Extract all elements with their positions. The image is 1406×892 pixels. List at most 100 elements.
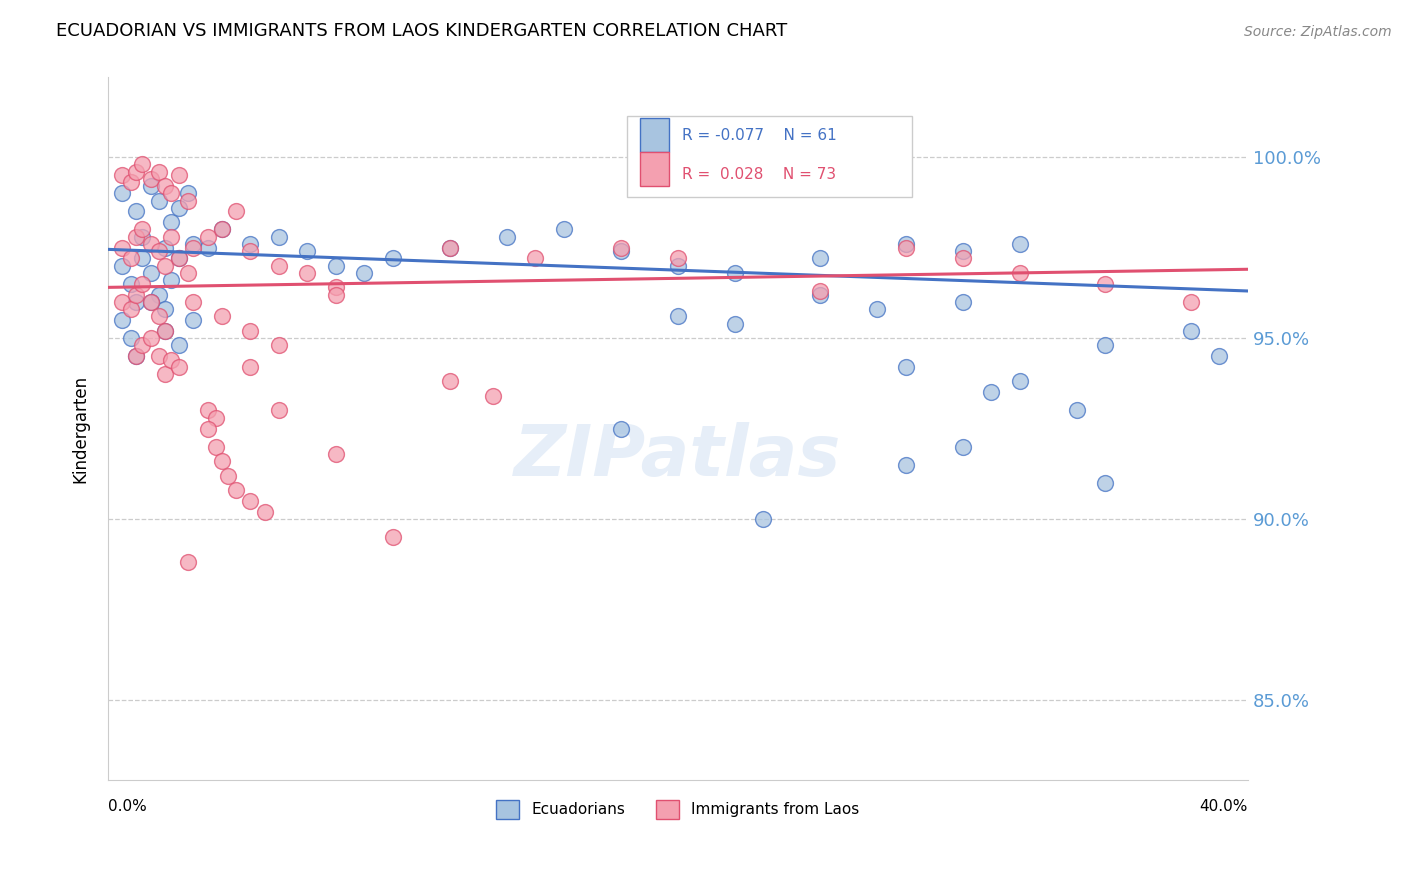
- Point: [125, 349, 148, 363]
- Point: [1008, 266, 1031, 280]
- Point: [524, 252, 547, 266]
- Point: [1180, 324, 1202, 338]
- Point: [167, 359, 190, 374]
- Point: [139, 331, 162, 345]
- Point: [225, 204, 247, 219]
- Point: [610, 421, 633, 435]
- Point: [239, 494, 262, 508]
- Point: [980, 385, 1002, 400]
- Point: [1008, 236, 1031, 251]
- Point: [496, 229, 519, 244]
- Point: [167, 201, 190, 215]
- Point: [159, 186, 181, 201]
- Point: [139, 171, 162, 186]
- Point: [167, 252, 190, 266]
- Point: [481, 389, 503, 403]
- Text: R = -0.077    N = 61: R = -0.077 N = 61: [682, 128, 837, 144]
- Point: [139, 179, 162, 194]
- Point: [325, 287, 347, 301]
- Point: [120, 252, 142, 266]
- Point: [610, 241, 633, 255]
- Point: [439, 241, 461, 255]
- Point: [952, 252, 974, 266]
- Text: Source: ZipAtlas.com: Source: ZipAtlas.com: [1244, 25, 1392, 38]
- Bar: [627, 116, 911, 197]
- Point: [894, 458, 917, 472]
- Point: [866, 302, 889, 317]
- Point: [297, 244, 319, 259]
- Point: [111, 168, 134, 182]
- Legend: Ecuadorians, Immigrants from Laos: Ecuadorians, Immigrants from Laos: [491, 794, 866, 824]
- Point: [111, 241, 134, 255]
- Point: [131, 252, 153, 266]
- Point: [952, 244, 974, 259]
- Point: [439, 241, 461, 255]
- Point: [267, 338, 290, 352]
- Point: [183, 241, 205, 255]
- Text: ECUADORIAN VS IMMIGRANTS FROM LAOS KINDERGARTEN CORRELATION CHART: ECUADORIAN VS IMMIGRANTS FROM LAOS KINDE…: [56, 21, 787, 39]
- Point: [167, 168, 190, 182]
- Point: [752, 512, 775, 526]
- Point: [205, 410, 228, 425]
- Point: [553, 222, 575, 236]
- Point: [353, 266, 375, 280]
- Point: [111, 294, 134, 309]
- Point: [159, 273, 181, 287]
- Point: [952, 294, 974, 309]
- Point: [148, 244, 170, 259]
- Point: [1208, 349, 1230, 363]
- Point: [666, 252, 689, 266]
- Point: [167, 338, 190, 352]
- Point: [125, 349, 148, 363]
- Point: [1094, 475, 1116, 490]
- Point: [111, 186, 134, 201]
- Point: [894, 241, 917, 255]
- Bar: [640, 118, 669, 152]
- Point: [325, 280, 347, 294]
- Point: [239, 244, 262, 259]
- Point: [239, 359, 262, 374]
- Point: [267, 403, 290, 417]
- Point: [153, 368, 176, 382]
- Point: [217, 468, 239, 483]
- Point: [225, 483, 247, 497]
- Point: [724, 317, 747, 331]
- Point: [148, 194, 170, 208]
- Point: [148, 164, 170, 178]
- Point: [808, 284, 831, 298]
- Point: [666, 310, 689, 324]
- Point: [125, 164, 148, 178]
- Point: [153, 324, 176, 338]
- Point: [894, 236, 917, 251]
- Point: [197, 403, 219, 417]
- Point: [211, 222, 233, 236]
- Text: 0.0%: 0.0%: [108, 799, 146, 814]
- Point: [808, 252, 831, 266]
- Point: [153, 179, 176, 194]
- Point: [139, 294, 162, 309]
- Point: [125, 204, 148, 219]
- Point: [125, 229, 148, 244]
- Point: [139, 236, 162, 251]
- Point: [148, 310, 170, 324]
- Point: [153, 324, 176, 338]
- Point: [297, 266, 319, 280]
- Point: [183, 236, 205, 251]
- Point: [148, 349, 170, 363]
- Text: 40.0%: 40.0%: [1199, 799, 1249, 814]
- Text: ZIPatlas: ZIPatlas: [515, 422, 842, 491]
- Text: R =  0.028    N = 73: R = 0.028 N = 73: [682, 167, 837, 182]
- Point: [267, 229, 290, 244]
- Point: [952, 440, 974, 454]
- Point: [167, 252, 190, 266]
- Point: [111, 259, 134, 273]
- Point: [159, 352, 181, 367]
- Point: [1094, 338, 1116, 352]
- Point: [131, 229, 153, 244]
- Point: [439, 375, 461, 389]
- Point: [177, 556, 200, 570]
- Point: [183, 294, 205, 309]
- Point: [120, 175, 142, 189]
- Point: [177, 266, 200, 280]
- Point: [183, 313, 205, 327]
